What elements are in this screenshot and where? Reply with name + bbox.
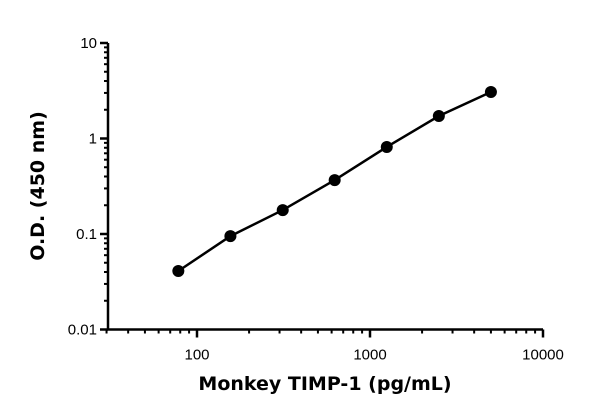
y-axis: 0.01 0.1 1 10	[68, 35, 110, 339]
x-tick-label: 10000	[522, 347, 564, 364]
x-tick-label: 100	[184, 347, 209, 364]
y-axis-title: O.D. (450 nm)	[27, 111, 49, 261]
plot-area	[172, 85, 497, 277]
data-point	[276, 204, 289, 217]
x-tick-label: 1000	[353, 347, 386, 364]
y-tick-label: 10	[80, 35, 97, 52]
data-point	[224, 230, 237, 243]
data-point	[380, 140, 393, 153]
y-tick-label: 0.1	[76, 226, 97, 243]
data-point	[484, 85, 497, 98]
y-tick-label: 1	[89, 131, 97, 148]
data-point	[432, 110, 445, 123]
y-tick-label: 0.01	[68, 322, 97, 339]
data-point	[172, 264, 185, 277]
data-point	[328, 174, 341, 187]
x-axis: 100 1000 10000	[105, 328, 564, 364]
x-axis-title: Monkey TIMP-1 (pg/mL)	[198, 373, 451, 395]
